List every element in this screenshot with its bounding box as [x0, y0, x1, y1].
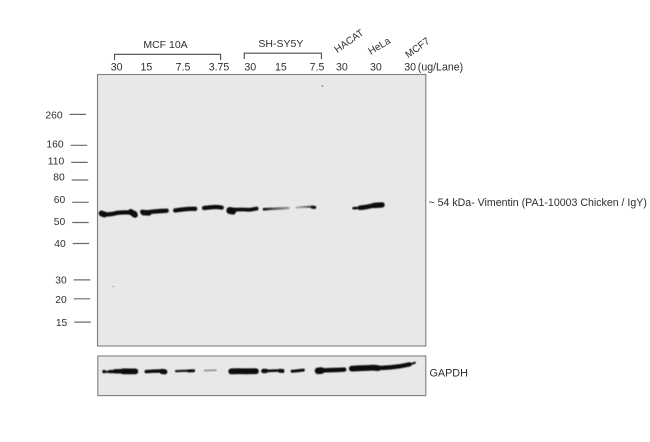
- svg-text:30: 30: [370, 62, 382, 74]
- svg-text:20: 20: [55, 295, 67, 306]
- svg-text:3.75: 3.75: [209, 62, 230, 74]
- svg-text:30: 30: [244, 62, 256, 74]
- svg-text:~ 54 kDa- Vimentin (PA1-10003: ~ 54 kDa- Vimentin (PA1-10003 Chicken / …: [429, 197, 647, 209]
- svg-text:(ug/Lane): (ug/Lane): [418, 62, 463, 74]
- svg-text:MCF 10A: MCF 10A: [143, 39, 187, 51]
- svg-text:30: 30: [336, 62, 348, 74]
- svg-text:15: 15: [141, 62, 153, 74]
- svg-text:7.5: 7.5: [310, 62, 325, 74]
- svg-text:30: 30: [111, 62, 123, 74]
- svg-text:60: 60: [54, 195, 66, 206]
- svg-text:160: 160: [46, 139, 63, 150]
- svg-text:15: 15: [56, 318, 68, 329]
- svg-text:30: 30: [55, 276, 67, 287]
- svg-text:7.5: 7.5: [176, 62, 191, 74]
- svg-text:30: 30: [404, 62, 416, 74]
- svg-text:50: 50: [54, 217, 66, 228]
- svg-text:80: 80: [53, 173, 65, 184]
- svg-text:110: 110: [48, 156, 65, 167]
- svg-text:SH-SY5Y: SH-SY5Y: [258, 38, 303, 50]
- svg-text:40: 40: [54, 239, 66, 250]
- svg-text:15: 15: [275, 62, 287, 74]
- svg-text:260: 260: [45, 111, 62, 122]
- svg-text:GAPDH: GAPDH: [430, 368, 468, 380]
